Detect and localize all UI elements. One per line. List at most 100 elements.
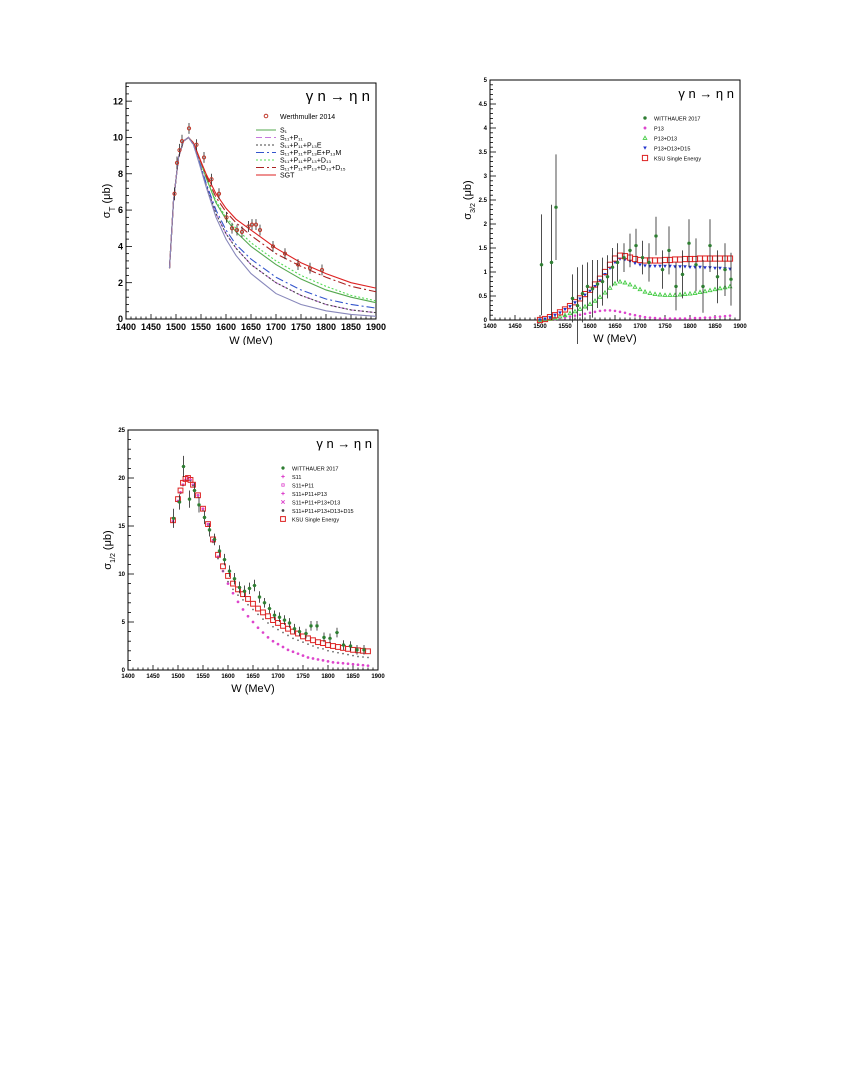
legend-marker xyxy=(641,154,649,162)
ksu-point xyxy=(696,255,704,262)
full-model-point xyxy=(227,580,229,583)
p13-d13-point xyxy=(692,290,698,296)
ksu-point xyxy=(195,492,201,499)
p13-point xyxy=(638,314,642,318)
p13-point xyxy=(588,311,592,315)
y-tick-label: 0.5 xyxy=(479,294,488,300)
s11-point xyxy=(326,660,330,663)
data-point xyxy=(252,583,257,588)
x-tick-label: 1800 xyxy=(683,324,697,330)
y-tick-label: 2 xyxy=(484,222,488,228)
ksu-point xyxy=(260,609,266,616)
data-point xyxy=(575,303,580,308)
p13-d13-point xyxy=(612,280,618,286)
data-point xyxy=(362,648,366,652)
data-point xyxy=(687,241,691,245)
data-point xyxy=(309,624,313,628)
y-tick-label: 10 xyxy=(113,133,123,143)
legend-label: P13 xyxy=(654,126,664,132)
legend-marker xyxy=(642,135,648,140)
legend-marker xyxy=(643,146,647,150)
data-point xyxy=(257,227,263,233)
p13-point xyxy=(643,315,647,319)
model-curve xyxy=(168,136,377,314)
data-point xyxy=(217,549,222,553)
s11-point xyxy=(241,608,245,611)
data-point xyxy=(292,626,297,631)
plot-frame xyxy=(125,82,377,320)
p13-d13-point xyxy=(557,313,563,319)
y-tick-label: 2 xyxy=(118,278,123,288)
data-point xyxy=(282,251,288,256)
ksu-point xyxy=(616,252,624,259)
y-tick-label: 4.5 xyxy=(479,102,488,108)
y-axis-label: σ1/2 (μb) xyxy=(102,530,117,569)
legend-label: SGT xyxy=(280,173,295,180)
p13-d13-point xyxy=(602,289,608,295)
chart-title: γ n → η n xyxy=(306,88,370,105)
x-axis-label: W (MeV) xyxy=(231,683,274,695)
p13-point xyxy=(698,316,702,320)
x-tick-label: 1750 xyxy=(291,322,311,332)
data-point xyxy=(232,577,237,581)
data-point xyxy=(227,569,232,573)
p13-d13-d15-point xyxy=(678,265,682,269)
s11-point xyxy=(346,662,350,666)
data-point xyxy=(297,629,302,634)
data-point xyxy=(207,528,212,532)
p13-d13-d15-point xyxy=(553,313,557,317)
y-tick-label: 3 xyxy=(484,174,488,180)
p13-d13-point xyxy=(627,281,633,287)
data-point xyxy=(295,262,301,267)
p13-d13-point xyxy=(712,286,718,292)
p13-point xyxy=(688,317,692,320)
legend-marker xyxy=(281,483,285,487)
full-model-point xyxy=(322,648,324,650)
ksu-point xyxy=(726,255,734,262)
x-tick-label: 1700 xyxy=(266,322,286,332)
data-point xyxy=(647,260,651,265)
p13-d13-d15-point xyxy=(558,311,562,315)
data-point xyxy=(246,224,251,229)
data-point xyxy=(554,205,558,209)
p13-d13-point xyxy=(697,289,703,295)
y-tick-label: 25 xyxy=(118,428,125,434)
chart-c-svg: 1400 1450 1500 1550 1600 1650 1700 1750 1800 1850… xyxy=(102,428,385,695)
full-model-point xyxy=(352,654,354,657)
data-point xyxy=(322,635,326,640)
ksu-point xyxy=(656,257,664,264)
p13-d13-d15-point xyxy=(613,260,617,265)
chart-b-svg: 1400 1450 1500 1550 1600 1650 1700 1750 1800 1850… xyxy=(462,78,747,345)
ksu-point xyxy=(177,487,184,494)
s11-point xyxy=(236,600,240,604)
s11-point xyxy=(301,654,305,657)
ksu-point xyxy=(365,648,371,655)
x-tick-label: 1900 xyxy=(371,674,385,680)
data-point xyxy=(694,263,698,267)
p13-point xyxy=(653,316,657,320)
ksu-point xyxy=(325,642,331,648)
data-point xyxy=(674,284,678,289)
full-model-point xyxy=(297,639,299,642)
y-tick-label: 10 xyxy=(118,572,125,578)
p13-point xyxy=(618,310,622,314)
y-tick-label: 4 xyxy=(118,242,123,252)
p13-point xyxy=(663,317,667,320)
plot-frame xyxy=(489,79,741,321)
data-point xyxy=(628,248,632,253)
y-tick-label: 15 xyxy=(118,524,125,530)
y-tick-label: 0 xyxy=(118,314,123,324)
data-point xyxy=(622,255,626,260)
ksu-point xyxy=(220,563,226,570)
full-model-point xyxy=(292,637,294,640)
data-point xyxy=(177,500,182,504)
x-tick-label: 1850 xyxy=(708,324,722,330)
p13-d13-point xyxy=(657,291,663,297)
p13-point xyxy=(573,314,577,317)
x-tick-label: 1550 xyxy=(191,322,211,332)
p13-d13-d15-point xyxy=(583,293,587,297)
p13-d13-point xyxy=(637,286,643,292)
legend-label: S11+P11+P13+D13+D15 xyxy=(292,509,354,515)
data-point xyxy=(701,284,705,289)
ksu-point xyxy=(330,643,336,649)
